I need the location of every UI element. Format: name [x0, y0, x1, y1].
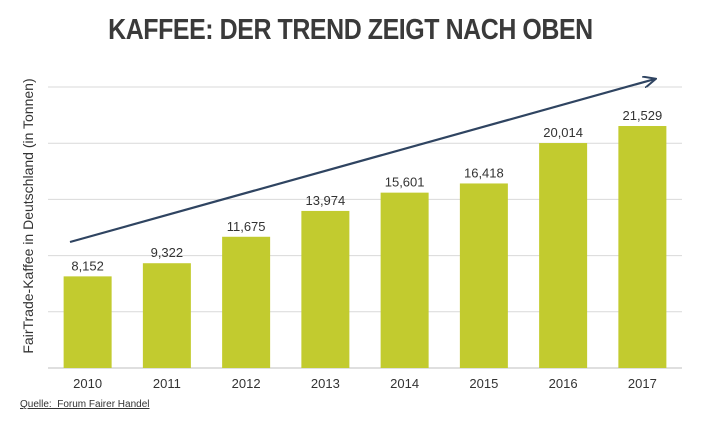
bar-2010 — [63, 276, 112, 368]
bar-2015 — [459, 183, 508, 368]
x-tick-2016: 2016 — [549, 376, 578, 391]
data-label-2012: 11,675 — [227, 219, 266, 234]
trend-arrow — [69, 79, 655, 244]
data-label-2010: 8,152 — [71, 258, 104, 273]
data-label-2015: 16,418 — [464, 165, 504, 180]
x-tick-labels: 2010 2011 2012 2013 2014 2015 2016 2017 — [73, 376, 657, 391]
chart-title: KAFFEE: DER TREND ZEIGT NACH OBEN — [108, 14, 593, 46]
x-tick-2011: 2011 — [153, 376, 181, 391]
bar-2016 — [539, 143, 588, 368]
x-tick-2014: 2014 — [390, 376, 419, 391]
bar-2017 — [618, 126, 667, 368]
data-label-2017: 21,529 — [622, 108, 662, 123]
x-tick-2013: 2013 — [311, 376, 340, 391]
x-tick-2017: 2017 — [628, 376, 657, 391]
bar-2011 — [142, 263, 191, 368]
source-note: Quelle: Forum Fairer Handel — [20, 399, 150, 410]
bar-2012 — [222, 236, 271, 368]
bars — [63, 126, 667, 368]
bar-2014 — [380, 192, 429, 368]
data-label-2014: 15,601 — [385, 175, 425, 190]
data-label-2011: 9,322 — [151, 245, 184, 260]
data-label-2013: 13,974 — [305, 193, 345, 208]
data-label-2016: 20,014 — [543, 125, 583, 140]
x-tick-2010: 2010 — [73, 376, 102, 391]
data-labels: 8,152 9,322 11,675 13,974 15,601 16,418 20,014… — [71, 108, 662, 273]
bar-2013 — [301, 210, 350, 368]
x-tick-2015: 2015 — [469, 376, 498, 391]
x-tick-2012: 2012 — [232, 376, 261, 391]
